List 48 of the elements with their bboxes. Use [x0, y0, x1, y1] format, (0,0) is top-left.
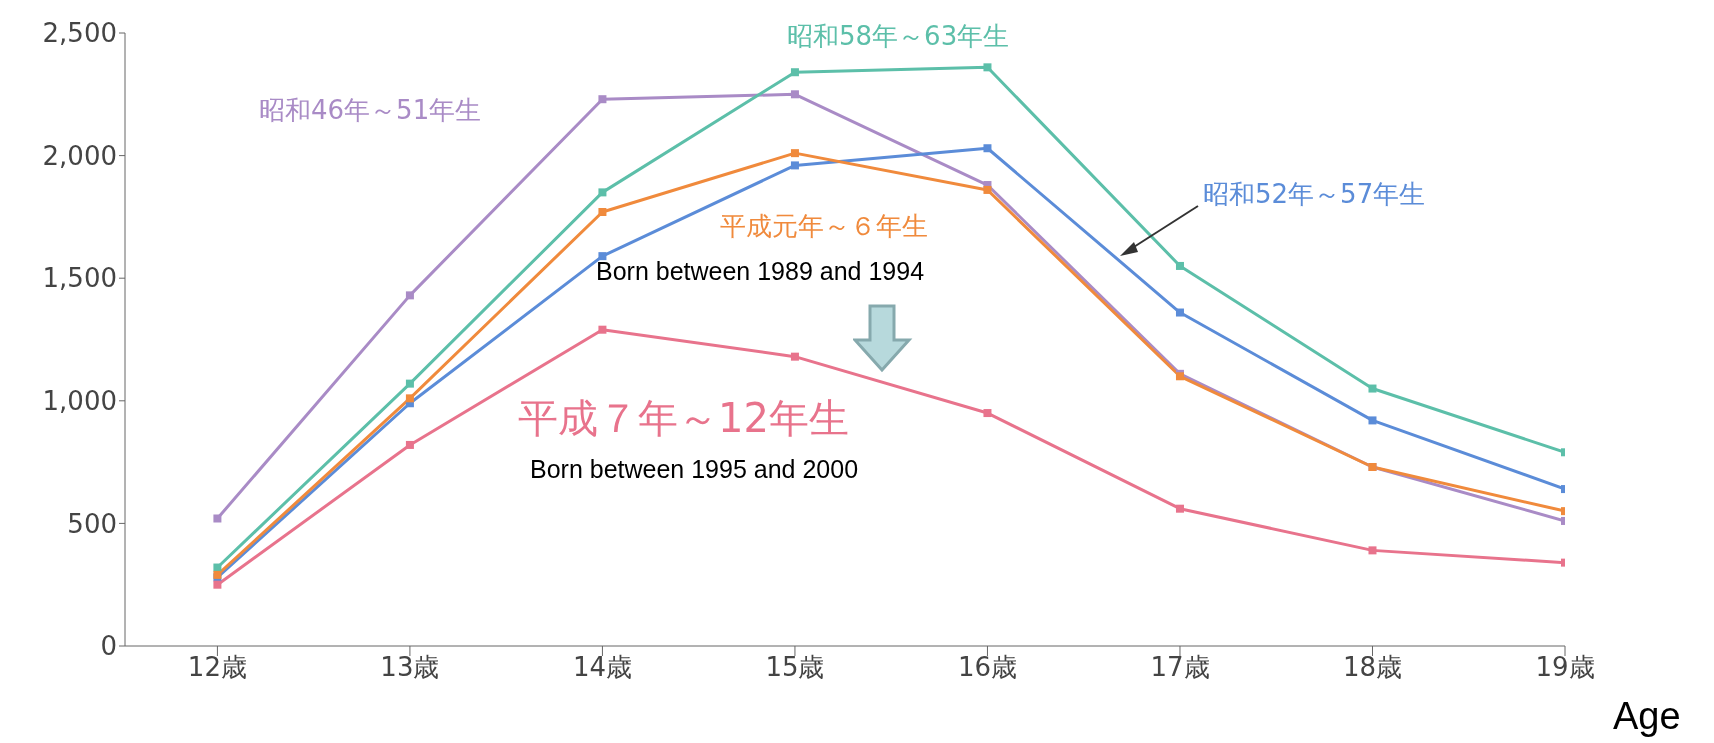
x-tick-label: 15歳 [765, 652, 825, 683]
point [1175, 308, 1184, 317]
y-tick-label: 0 [100, 631, 117, 662]
point [1368, 546, 1377, 555]
y-tick-label: 1,500 [42, 263, 117, 294]
point [790, 90, 799, 99]
point [598, 325, 607, 334]
x-tick-label: 13歳 [380, 652, 440, 683]
point [405, 291, 414, 300]
annotation: Born between 1995 and 2000 [530, 455, 859, 484]
y-tick-label: 1,000 [42, 386, 117, 417]
x-tick-label: 17歳 [1150, 652, 1210, 683]
point [1368, 384, 1377, 393]
point [983, 185, 992, 194]
point [983, 409, 992, 418]
annotation: Born between 1989 and 1994 [596, 257, 925, 286]
point [213, 514, 222, 523]
point [790, 68, 799, 77]
point [1175, 504, 1184, 513]
x-tick-label: 12歳 [187, 652, 247, 683]
x-tick-label: 18歳 [1342, 652, 1403, 683]
text: 昭和52年～57年生 [1203, 179, 1426, 209]
point [405, 379, 414, 388]
text: 昭和46年～51年生 [259, 95, 482, 125]
x-tick-label: 16歳 [957, 652, 1018, 683]
point [790, 352, 799, 361]
point [790, 161, 799, 170]
point [983, 144, 992, 153]
y-tick-label: 2,000 [42, 140, 117, 171]
y-tick-label: 500 [67, 508, 117, 539]
point [598, 188, 607, 197]
point [598, 95, 607, 104]
x-axis-title: Age [1613, 695, 1681, 738]
point [1175, 261, 1184, 270]
series-label: 平成７年～12年生 [518, 395, 849, 441]
y-tick-label: 2,500 [42, 18, 117, 49]
point [790, 149, 799, 158]
point [598, 208, 607, 216]
x-tick-label: 14歳 [572, 652, 632, 683]
point [405, 394, 414, 403]
point [598, 252, 607, 261]
point [405, 440, 414, 449]
x-tick-label: 19歳 [1535, 652, 1595, 683]
point [213, 580, 222, 589]
point [1368, 416, 1377, 425]
series-label: 昭和58年～63年生 [787, 21, 1010, 51]
series-label: 平成元年～６年生 [720, 211, 928, 241]
point [983, 63, 992, 72]
